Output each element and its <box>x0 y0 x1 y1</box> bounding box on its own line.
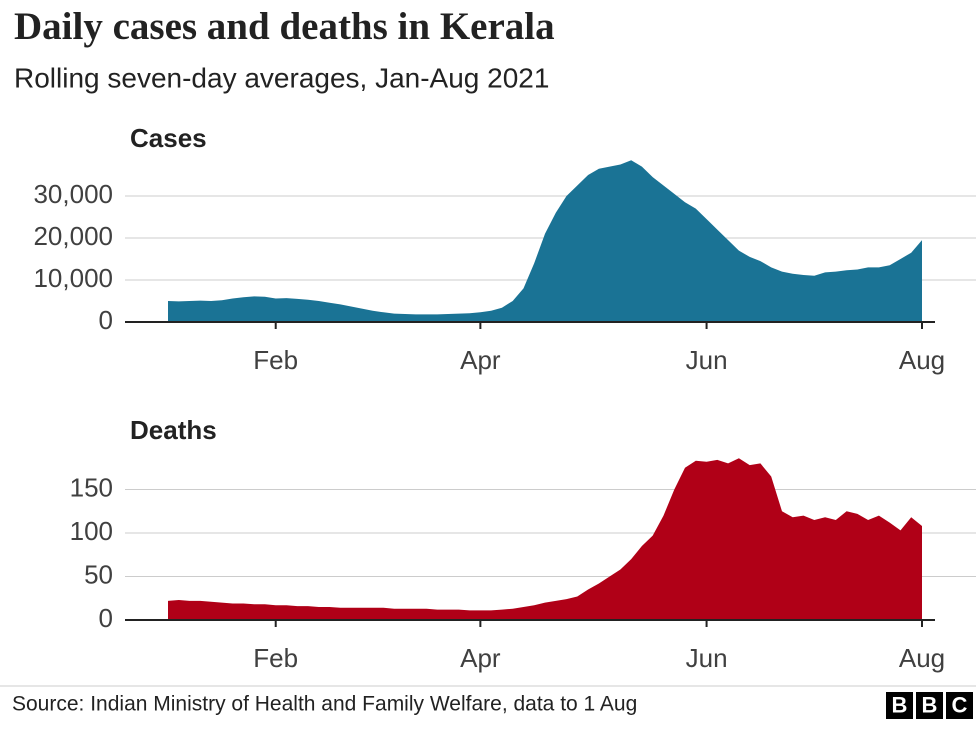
panel-title: Deaths <box>130 415 217 445</box>
title: Daily cases and deaths in Kerala <box>14 5 555 48</box>
x-tick-label: Feb <box>253 345 298 375</box>
x-tick-label: Apr <box>460 345 501 375</box>
logo-letter: B <box>922 692 938 717</box>
y-tick-label: 100 <box>70 516 113 546</box>
y-tick-label: 10,000 <box>33 263 113 293</box>
panel-title: Cases <box>130 123 207 153</box>
area <box>168 160 922 322</box>
y-tick-label: 150 <box>70 472 113 502</box>
y-tick-label: 0 <box>99 603 113 633</box>
area <box>168 458 922 620</box>
x-tick-label: Aug <box>899 643 945 673</box>
source: Source: Indian Ministry of Health and Fa… <box>12 693 637 716</box>
x-tick-label: Apr <box>460 643 501 673</box>
x-tick-label: Aug <box>899 345 945 375</box>
x-tick-label: Jun <box>686 345 728 375</box>
logo-box <box>886 692 913 719</box>
y-tick-label: 0 <box>99 305 113 335</box>
y-tick-label: 30,000 <box>33 179 113 209</box>
subtitle: Rolling seven-day averages, Jan-Aug 2021 <box>14 62 549 93</box>
y-tick-label: 20,000 <box>33 221 113 251</box>
logo-box <box>916 692 943 719</box>
y-tick-label: 50 <box>84 559 113 589</box>
logo-box <box>946 692 973 719</box>
x-tick-label: Feb <box>253 643 298 673</box>
x-tick-label: Jun <box>686 643 728 673</box>
charts: Cases 0 10,000 20,000 30,000 Feb Apr Jun Aug Deat… <box>33 123 976 673</box>
logo-letter: B <box>892 692 908 717</box>
logo-letter: C <box>952 692 968 717</box>
